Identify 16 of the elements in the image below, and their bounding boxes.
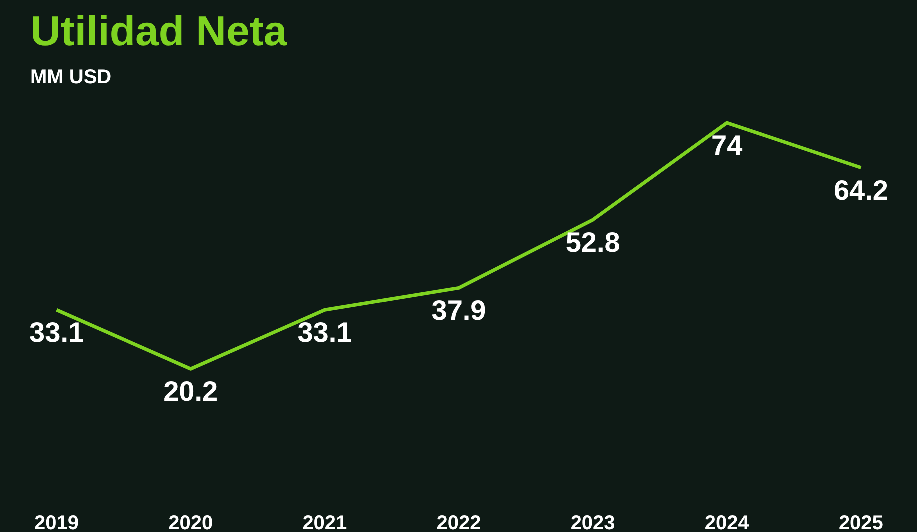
data-label: 64.2 [834, 174, 888, 206]
data-label: 52.8 [566, 227, 620, 258]
chart-title: Utilidad Neta [30, 8, 288, 54]
x-tick-label: 2024 [704, 512, 750, 532]
x-tick-label: 2021 [302, 512, 348, 532]
data-label: 33.1 [30, 317, 84, 348]
x-tick-label: 2020 [168, 512, 214, 532]
data-label: 20.2 [164, 376, 218, 408]
data-label: 37.9 [432, 295, 486, 326]
data-label: 33.1 [298, 317, 352, 348]
data-label: 74 [712, 130, 744, 162]
x-tick-label: 2019 [34, 512, 80, 532]
x-tick-label: 2023 [570, 512, 616, 532]
x-tick-label: 2022 [436, 512, 482, 532]
chart-subtitle: MM USD [30, 66, 112, 88]
x-tick-label: 2025 [838, 512, 884, 532]
